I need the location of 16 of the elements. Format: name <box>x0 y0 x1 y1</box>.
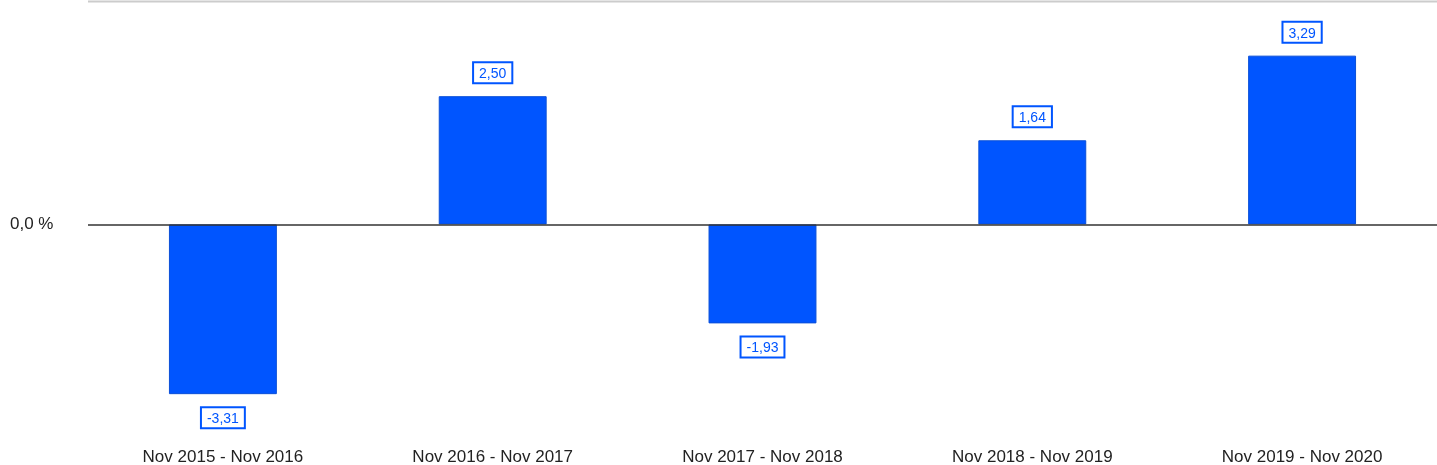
data-label: -3,31 <box>206 410 240 427</box>
x-tick-label: Nov 2017 - Nov 2018 <box>682 447 843 465</box>
bar <box>1248 55 1357 225</box>
data-label: -1,93 <box>746 339 779 356</box>
bar <box>978 140 1087 225</box>
bar <box>438 96 547 225</box>
x-tick-label: Nov 2016 - Nov 2017 <box>412 447 574 465</box>
data-label: 2,50 <box>479 65 507 82</box>
x-tick-label: Nov 2018 - Nov 2019 <box>951 447 1113 465</box>
data-label: 3,29 <box>1288 24 1316 41</box>
x-tick-label: Nov 2015 - Nov 2016 <box>142 447 304 465</box>
x-tick-label: Nov 2019 - Nov 2020 <box>1221 447 1383 465</box>
text: 0,0 % <box>10 214 54 234</box>
bar <box>708 224 817 324</box>
bar <box>168 224 277 395</box>
data-label: 1,64 <box>1018 109 1047 126</box>
